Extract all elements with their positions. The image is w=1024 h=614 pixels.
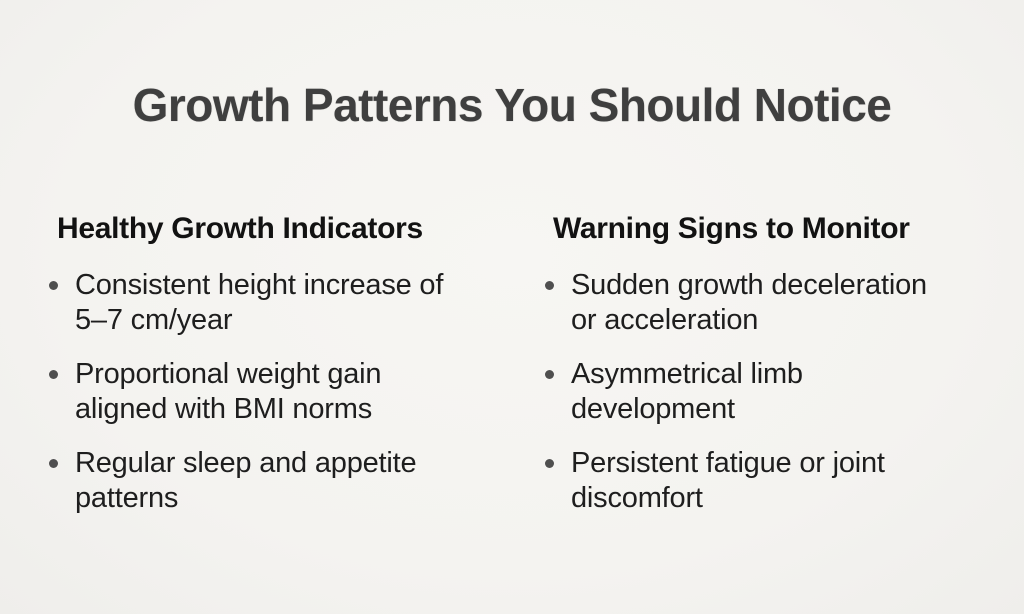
bullet-dot-icon [545,281,554,290]
bullet-list-healthy: Consistent height increase of 5–7 cm/yea… [47,268,543,516]
bullet-dot-icon [545,370,554,379]
list-item: Proportional weight gain aligned with BM… [47,357,457,427]
bullet-dot-icon [545,459,554,468]
bullet-text: Proportional weight gain aligned with BM… [75,358,382,425]
bullet-dot-icon [49,281,58,290]
list-item: Consistent height increase of 5–7 cm/yea… [47,268,457,338]
bullet-text: Consistent height increase of 5–7 cm/yea… [75,269,444,336]
heading-warning-signs-to-monitor: Warning Signs to Monitor [553,212,910,245]
list-item: Persistent fatigue or joint discomfort [543,446,953,516]
list-item: Sudden growth deceleration or accelerati… [543,268,953,338]
columns-container: Healthy Growth Indicators Consistent hei… [0,211,1024,535]
heading-healthy-growth-indicators: Healthy Growth Indicators [57,212,423,245]
column-warning-signs-to-monitor: Warning Signs to Monitor Sudden growth d… [543,211,994,535]
bullet-list-warning: Sudden growth deceleration or accelerati… [543,268,994,516]
slide-title: Growth Patterns You Should Notice [132,79,892,131]
bullet-text: Regular sleep and appetite patterns [75,447,417,514]
list-item: Regular sleep and appetite patterns [47,446,457,516]
bullet-text: Asymmetrical limb development [571,358,803,425]
bullet-text: Sudden growth deceleration or accelerati… [571,269,927,336]
bullet-text: Persistent fatigue or joint discomfort [571,447,885,514]
bullet-dot-icon [49,459,58,468]
bullet-dot-icon [49,370,58,379]
list-item: Asymmetrical limb development [543,357,953,427]
column-healthy-growth-indicators: Healthy Growth Indicators Consistent hei… [47,211,543,535]
